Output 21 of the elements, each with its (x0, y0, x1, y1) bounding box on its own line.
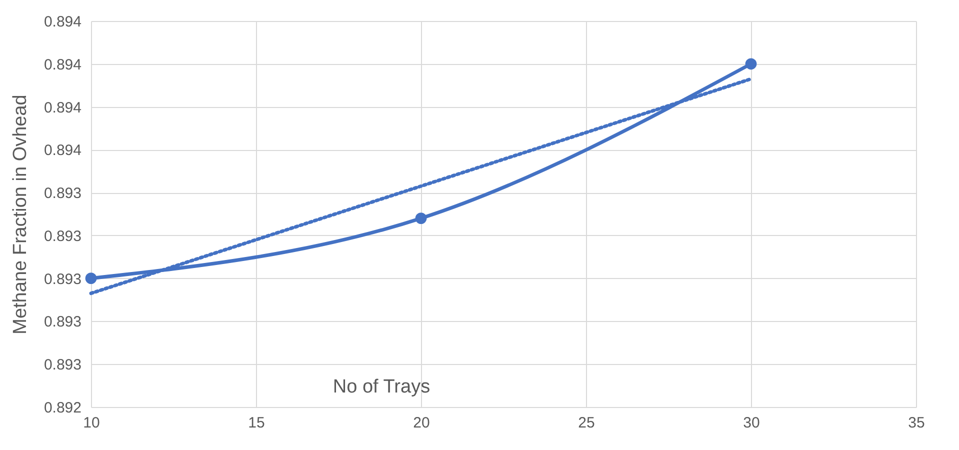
y-tick-label: 0.894 (44, 14, 82, 30)
point (85, 272, 97, 284)
x-tick-label: 30 (743, 414, 760, 432)
y-tick-label: 0.893 (44, 270, 82, 288)
x-tick-label: 20 (413, 414, 430, 432)
x-tick-label: 25 (578, 414, 595, 432)
x-tick-label: 35 (908, 414, 925, 432)
point (415, 212, 427, 224)
y-tick-label: 0.892 (44, 400, 82, 416)
y-tick-label: 0.894 (44, 142, 82, 160)
y-tick-label: 0.893 (44, 228, 82, 245)
x-tick-label: 10 (83, 414, 100, 432)
y-tick-label: 0.893 (44, 185, 82, 202)
y-tick-label: 0.893 (44, 356, 82, 374)
y-axis-title: Methane Fraction in Ovhead (10, 94, 31, 334)
x-axis-title: No of Trays (332, 376, 430, 398)
y-tick-label: 0.894 (44, 99, 82, 116)
y-tick-label: 0.893 (44, 314, 82, 331)
x-tick-label: 15 (248, 414, 265, 432)
point (745, 58, 757, 70)
y-tick-label: 0.894 (44, 56, 82, 74)
